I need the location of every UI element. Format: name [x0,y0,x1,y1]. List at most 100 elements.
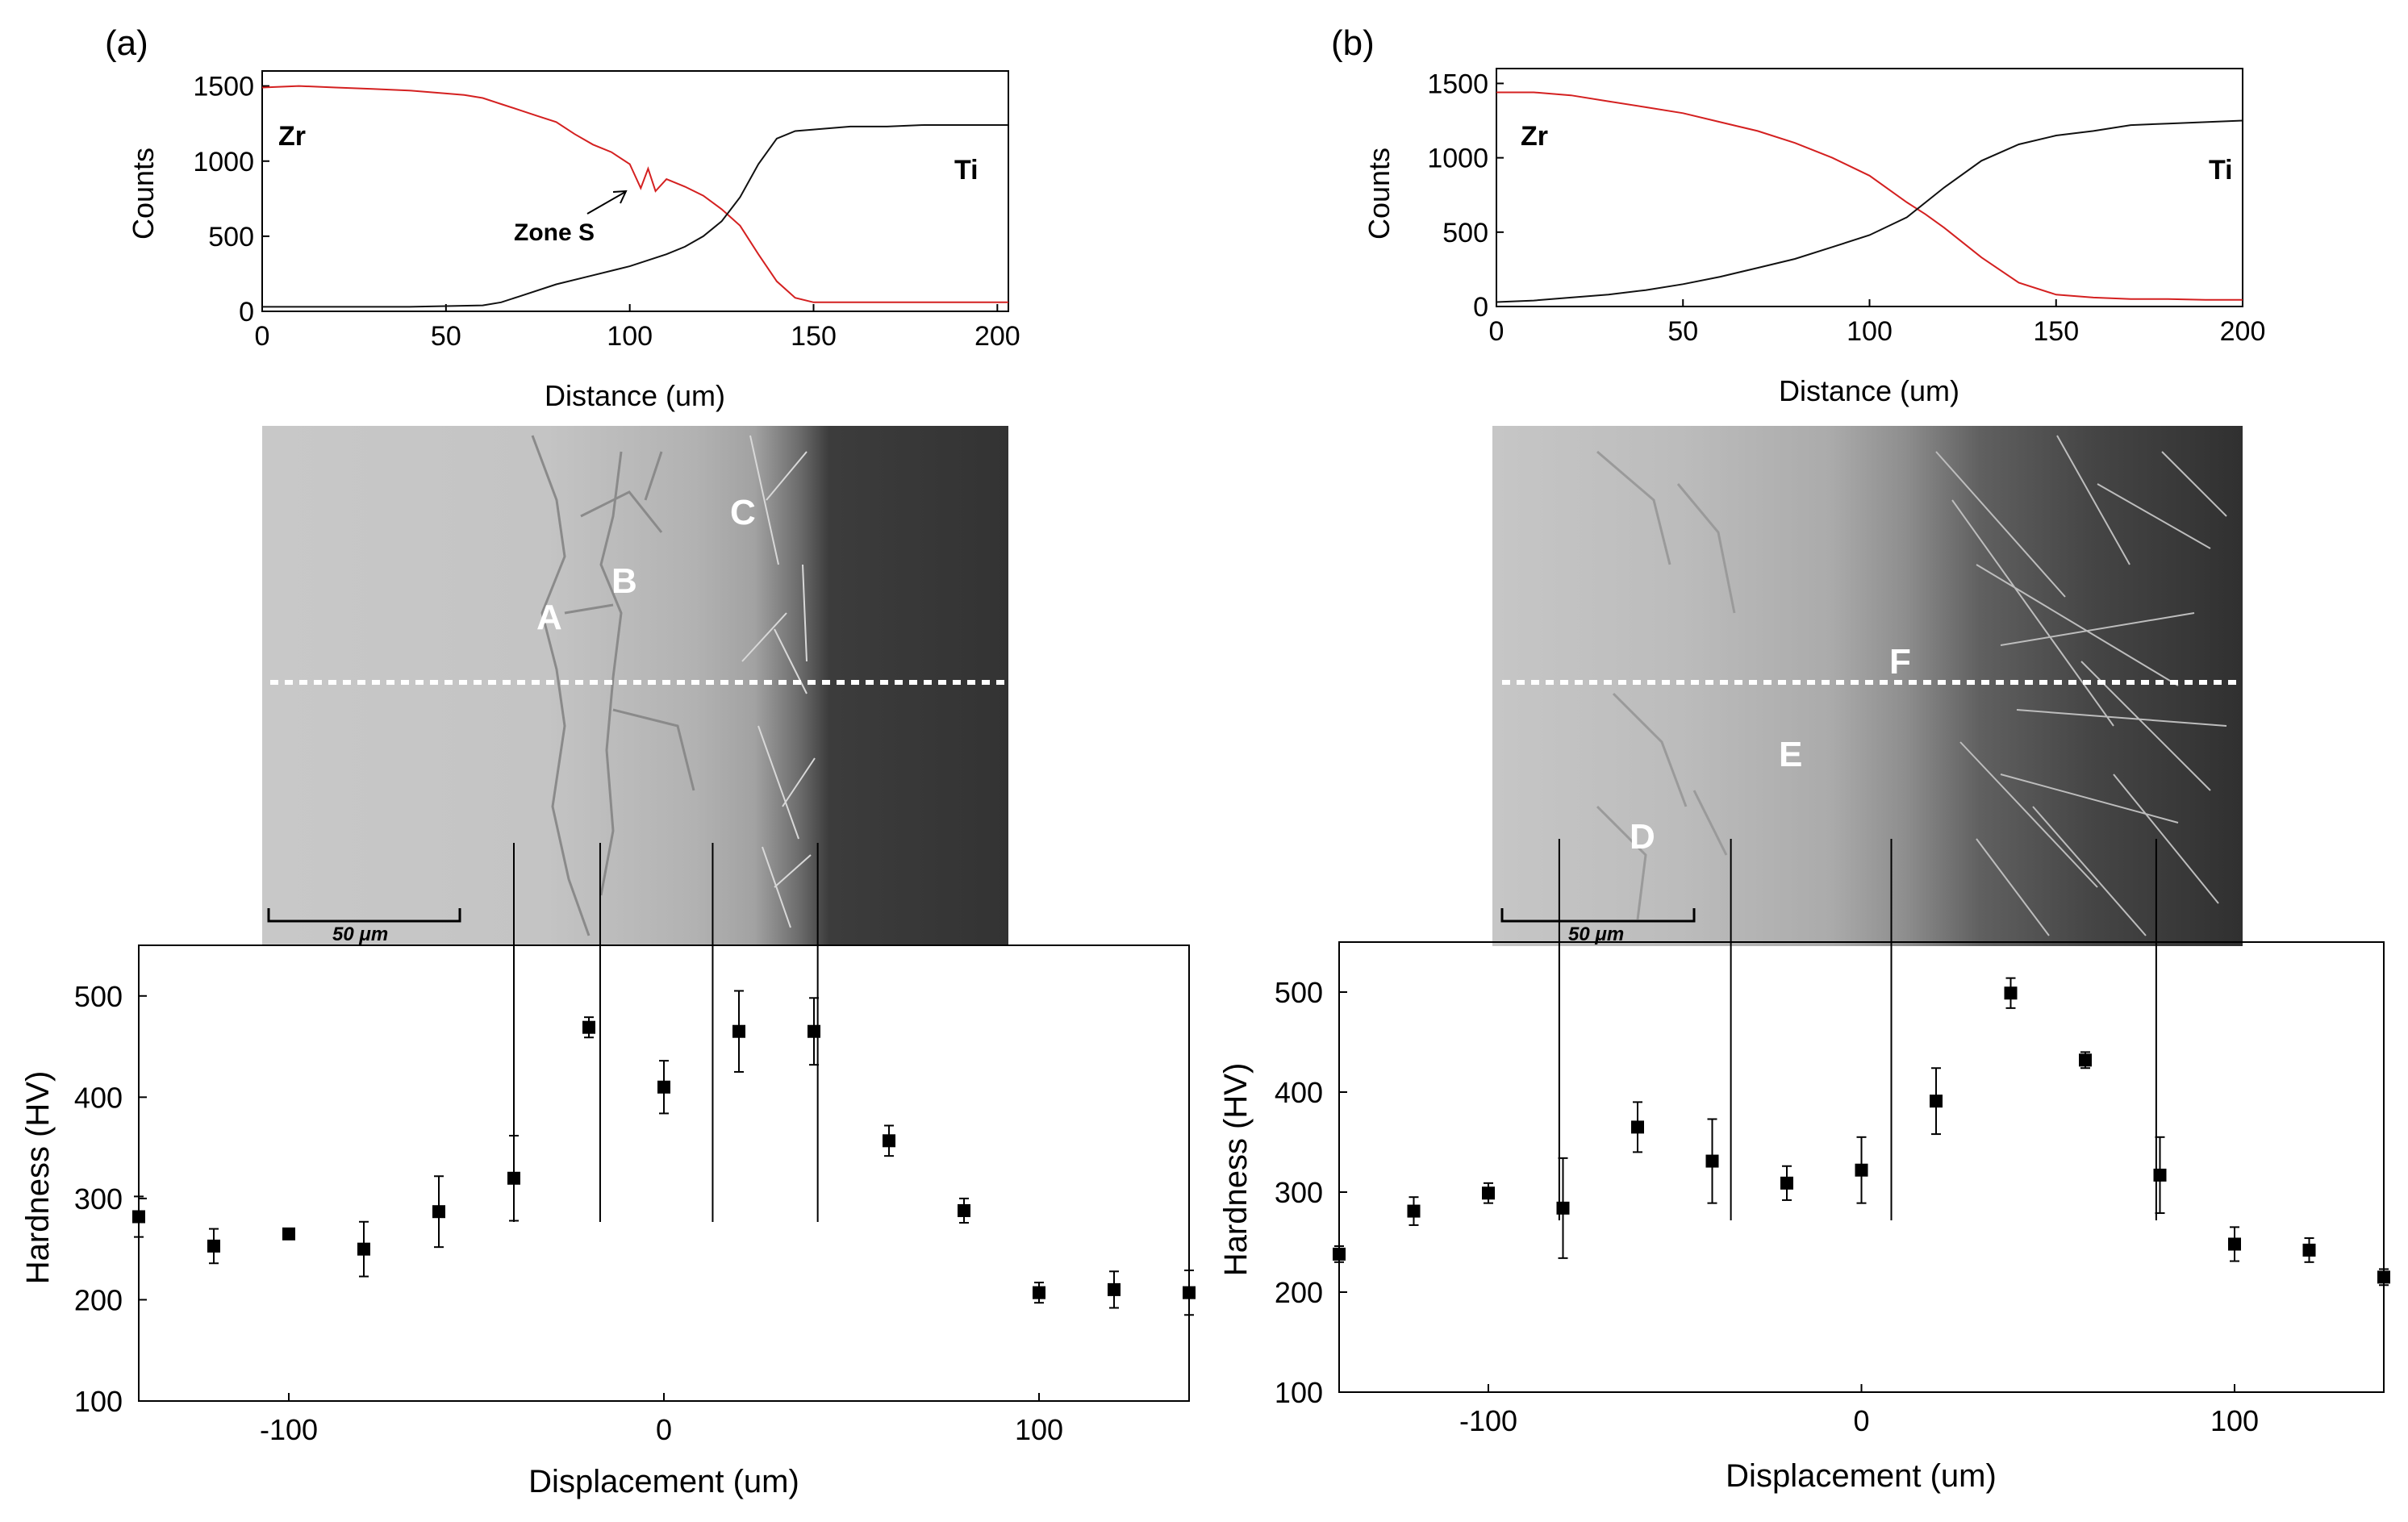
phase-label-f: F [1889,642,1911,682]
plot-frame [261,70,1009,312]
data-point [1108,1282,1121,1296]
x-axis-label: Displacement (um) [528,1464,799,1499]
ti-needles [741,435,816,928]
y-tick-label: 1500 [1427,69,1488,99]
data-point [582,1020,595,1034]
x-axis-label: Distance (um) [545,379,725,412]
y-tick-label: 0 [1473,292,1488,323]
data-point [1705,1154,1719,1168]
data-point [2228,1237,2241,1251]
x-tick-label: -100 [1459,1404,1517,1437]
phase-label-e: E [1779,735,1802,774]
data-point [2004,986,2018,1000]
data-point [132,1210,145,1224]
data-point [1033,1286,1045,1299]
plot-frame [1496,68,2243,307]
data-point [1855,1163,1868,1177]
data-point [657,1080,670,1094]
data-point [808,1024,820,1038]
data-point [1333,1247,1346,1261]
x-tick-label: 200 [2220,316,2266,347]
x-tick-label: 50 [1667,316,1698,347]
micrograph-image [1492,426,2243,946]
y-tick-label: 500 [74,980,123,1013]
data-point [1482,1186,1495,1200]
x-axis-label: Displacement (um) [1726,1458,1997,1494]
y-axis-label: Hardness (HV) [1218,1063,1254,1277]
y-tick-label: 1000 [1427,144,1488,174]
data-point [1556,1201,1570,1215]
data-point [432,1205,445,1219]
y-tick-label: 400 [74,1081,123,1114]
data-point [1930,1095,1943,1108]
y-tick-label: 100 [74,1385,123,1418]
data-point [1183,1286,1196,1299]
y-tick-label: 300 [74,1182,123,1216]
micrograph-a: A B C 50 μm [262,426,1008,946]
series-line-zr [1496,91,2243,301]
y-tick-label: 300 [1275,1176,1323,1209]
x-tick-label: 0 [1489,316,1504,347]
panel-a-hardness-chart: Displacement (um) Hardness (HV) -100 0 100… [20,843,1196,1499]
data-point [2079,1053,2092,1067]
y-tick-label: 500 [208,222,254,252]
data-point [207,1239,220,1253]
y-tick-label: 1000 [193,147,254,177]
x-tick-label: 50 [431,321,461,352]
x-tick-label: 100 [607,321,653,352]
data-point [1780,1176,1793,1190]
y-tick-label: 500 [1442,218,1488,248]
x-tick-label: 100 [1015,1413,1063,1446]
x-tick-label: 0 [1853,1404,1869,1437]
x-tick-label: -100 [260,1413,318,1446]
x-axis-label: Distance (um) [1779,374,1959,407]
x-tick-label: 0 [656,1413,672,1446]
micrograph-image [262,426,1008,946]
y-tick-label: 1500 [193,72,254,102]
data-point [1631,1120,1644,1134]
x-tick-label: 0 [255,321,270,352]
data-point [282,1227,295,1241]
grain-boundaries [1596,450,1736,920]
y-tick-label: 500 [1275,976,1323,1009]
scale-bar [267,908,461,923]
ti-label: Ti [954,155,979,186]
zone-s-arrowhead [612,190,628,204]
series-line-ti [1496,119,2243,303]
y-axis-label: Hardness (HV) [20,1071,56,1285]
data-point [2153,1168,2167,1182]
phase-label-c: C [730,493,756,532]
scale-bar-label: 50 μm [332,924,388,945]
data-point [357,1242,370,1256]
panel-b-label: (b) [1331,23,1375,63]
zone-s-arrow [586,191,626,215]
zr-label: Zr [1521,121,1548,152]
data-point [507,1171,520,1185]
x-tick-label: 100 [2210,1404,2259,1437]
scale-bar [1500,908,1696,923]
panel-b-hardness-chart: Displacement (um) Hardness (HV) -100 0 100… [1218,839,2390,1494]
series-line-zr [261,85,1008,303]
panel-a-label: (a) [105,23,148,63]
data-point [1407,1204,1421,1218]
data-point [958,1203,970,1217]
plot-frame [138,944,1190,1402]
y-axis-label: Counts [127,148,160,240]
y-tick-label: 400 [1275,1076,1323,1109]
zr-label: Zr [278,121,306,152]
ti-needles [1935,435,2227,936]
micrograph-b: D E F 50 μm [1492,426,2243,946]
x-tick-label: 150 [791,321,837,352]
x-tick-label: 150 [2033,316,2079,347]
panel-a-line-chart: Zr Ti Zone S Distance (um) Counts 0 50 100… [127,70,1020,412]
phase-label-a: A [536,598,562,637]
data-point [883,1134,895,1148]
x-tick-label: 200 [974,321,1020,352]
y-tick-label: 200 [1275,1276,1323,1309]
x-tick-label: 100 [1847,316,1893,347]
grain-boundaries [531,435,695,936]
panel-b-line-chart: Zr Ti Distance (um) Counts 0 50 100 150 200 0… [1363,68,2266,407]
y-tick-label: 200 [74,1283,123,1316]
zone-s-label: Zone S [514,219,595,246]
